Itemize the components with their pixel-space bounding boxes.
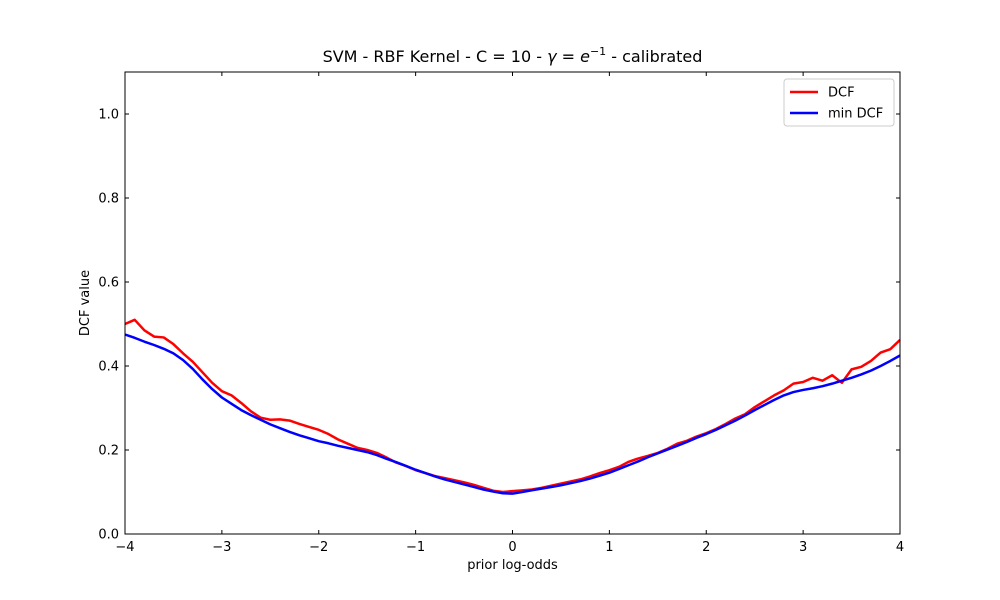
y-tick-label: 0.6 <box>98 276 119 291</box>
series-lines <box>124 318 901 495</box>
x-tick-label: −3 <box>212 540 231 555</box>
x-tick-label: 4 <box>896 540 904 555</box>
y-tick-label: 0.4 <box>98 360 119 375</box>
title-equals: = <box>557 47 581 66</box>
x-tick-label: 0 <box>508 540 516 555</box>
title-exponent: −1 <box>590 45 606 58</box>
y-tick-label: 0.2 <box>98 444 119 459</box>
y-tick-label: 0.0 <box>98 528 119 543</box>
legend-label: DCF <box>828 86 855 101</box>
y-tick-label: 0.8 <box>98 192 119 207</box>
x-tick-label: 1 <box>605 540 613 555</box>
x-tick-label: 2 <box>702 540 710 555</box>
x-axis-label: prior log-odds <box>467 558 558 573</box>
axis-ticks: −4 −3 −2 −1 0 1 2 3 4 0.0 0.2 0.4 0.6 0.8 1.0 <box>98 72 904 555</box>
title-suffix: - calibrated <box>606 47 702 66</box>
y-tick-label: 1.0 <box>98 108 119 123</box>
series-line-dcf <box>124 318 901 494</box>
chart-title: SVM - RBF Kernel - C = 10 - γ = e−1 - ca… <box>323 45 703 66</box>
legend: DCF min DCF <box>783 78 895 127</box>
series-line-min-dcf <box>124 333 901 495</box>
title-gamma: γ <box>547 47 558 66</box>
legend-label: min DCF <box>828 107 883 122</box>
title-e: e <box>580 47 590 66</box>
x-tick-label: 3 <box>799 540 807 555</box>
title-prefix: SVM - RBF Kernel - C = 10 - <box>323 47 548 66</box>
x-tick-label: −1 <box>406 540 425 555</box>
x-tick-label: −2 <box>309 540 328 555</box>
y-axis-label: DCF value <box>78 270 93 336</box>
x-tick-label: −4 <box>115 540 134 555</box>
plot-frame <box>124 71 901 535</box>
